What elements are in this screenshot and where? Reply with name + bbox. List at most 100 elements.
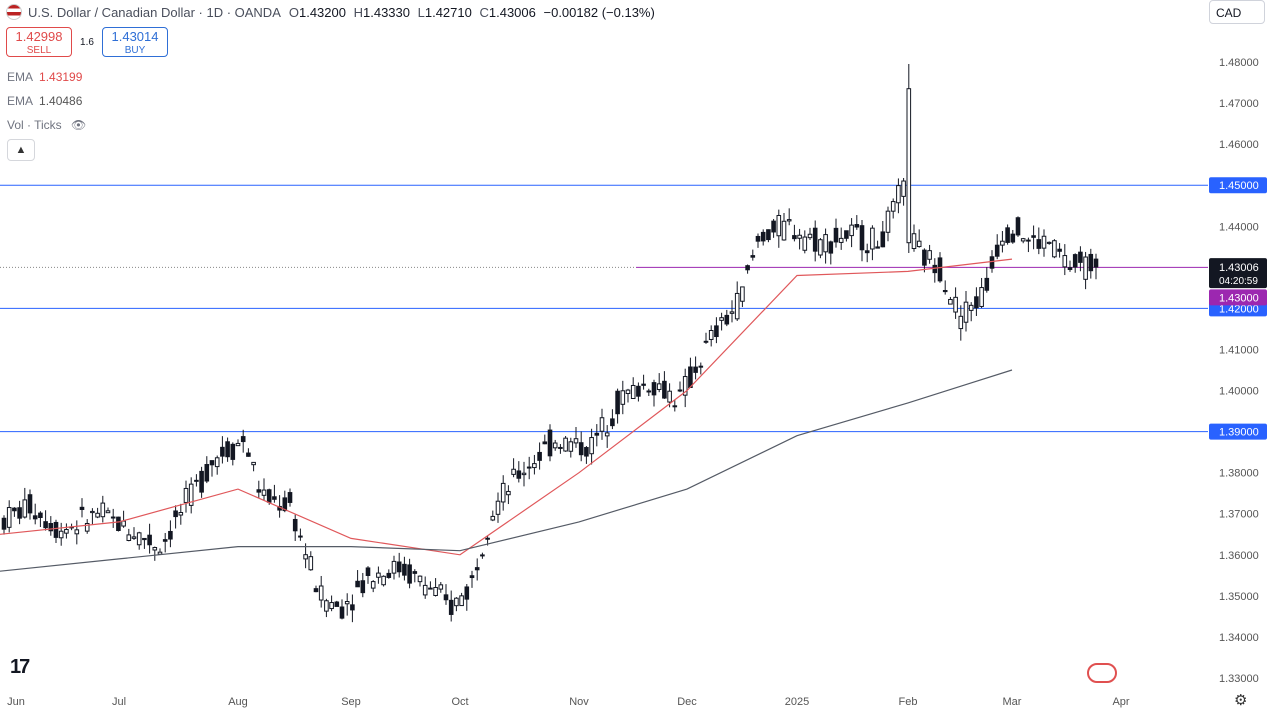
candle-body (17, 507, 22, 519)
candle-body (922, 249, 927, 266)
level-price-label: 1.45000 (1219, 180, 1259, 192)
candle-body (412, 571, 418, 574)
candle-body (885, 210, 891, 233)
candle-body (1026, 239, 1031, 242)
candle-body (360, 580, 366, 594)
candle-body (542, 441, 548, 445)
candle-body (407, 564, 412, 584)
candle-body (927, 250, 932, 260)
candle-body (454, 597, 459, 607)
candle-body (391, 560, 397, 574)
candle-body (802, 236, 808, 251)
x-tick-label: Nov (569, 696, 589, 708)
candle-body (1046, 241, 1052, 244)
candle-body (422, 584, 428, 596)
candle-body (199, 470, 204, 493)
events-flag-icon[interactable] (1087, 663, 1117, 683)
candle-body (365, 567, 371, 576)
candle-body (1010, 233, 1016, 243)
y-tick-label: 1.34000 (1219, 632, 1259, 644)
volume-legend[interactable]: Vol · Ticks 👁 (7, 118, 87, 132)
candle-body (381, 575, 386, 586)
y-tick-label: 1.36000 (1219, 550, 1259, 562)
candle-body (287, 492, 293, 503)
candle-body (1000, 240, 1005, 246)
candle-body (968, 304, 974, 311)
candle-body (464, 586, 470, 600)
candle-body (1067, 267, 1073, 270)
candle-body (329, 602, 334, 610)
ema-fast-legend[interactable]: EMA 1.43199 (7, 70, 83, 84)
candle-body (818, 239, 823, 256)
buy-button[interactable]: 1.43014 BUY (102, 27, 168, 57)
collapse-legend-button[interactable]: ▲ (7, 139, 35, 161)
candle-body (53, 521, 59, 538)
sell-button[interactable]: 1.42998 SELL (6, 27, 72, 57)
candle-body (974, 296, 979, 309)
x-tick-label: 2025 (785, 696, 809, 708)
candle-body (308, 556, 314, 571)
candle-body (656, 383, 662, 391)
eye-hidden-icon[interactable]: 👁 (71, 118, 87, 132)
candle-body (864, 250, 870, 254)
candle-body (994, 244, 1000, 257)
y-tick-label: 1.37000 (1219, 509, 1259, 521)
x-tick-label: Oct (451, 696, 468, 708)
candle-body (136, 532, 142, 546)
candle-body (719, 317, 724, 321)
candle-body (386, 572, 392, 578)
candle-body (438, 584, 444, 590)
candle-body (1078, 251, 1083, 263)
candle-body (1020, 238, 1026, 242)
candle-body (636, 385, 641, 397)
candle-body (339, 606, 345, 619)
candle-body (188, 483, 194, 506)
countdown-label: 04:20:59 (1219, 276, 1258, 287)
candle-body (474, 567, 480, 571)
candle-body (558, 446, 563, 449)
candle-body (1005, 227, 1010, 243)
candle-body (672, 405, 678, 408)
candle-body (958, 315, 964, 330)
candle-body (235, 442, 241, 447)
candle-body (942, 290, 948, 293)
candle-body (630, 384, 636, 400)
candle-body (126, 534, 132, 541)
candle-body (376, 572, 381, 578)
candle-body (402, 563, 407, 576)
candle-body (84, 522, 90, 532)
settings-gear-icon[interactable]: ⚙ (1234, 692, 1248, 709)
candle-body (693, 366, 698, 373)
currency-selector[interactable]: CAD (1209, 0, 1265, 24)
candle-body (901, 180, 906, 197)
candle-body (740, 286, 745, 302)
candle-body (183, 487, 189, 503)
y-tick-label: 1.38000 (1219, 468, 1259, 480)
candle-body (844, 230, 849, 239)
candle-body (251, 461, 256, 466)
candle-body (448, 599, 454, 615)
marked-level-tag (1209, 289, 1267, 306)
candle-body (573, 438, 579, 444)
candle-body (568, 441, 574, 452)
candle-body (194, 479, 199, 482)
candle-body (662, 380, 667, 399)
candle-body (43, 521, 48, 529)
marked-level-label: 1.43000 (1219, 292, 1259, 304)
candle-body (225, 441, 230, 458)
candle-body (95, 512, 100, 518)
candle-body (443, 594, 449, 601)
candle-body (417, 575, 423, 583)
symbol-title[interactable]: U.S. Dollar / Canadian Dollar · 1D · OAN… (28, 4, 281, 20)
candle-body (240, 436, 246, 443)
ema-slow-legend[interactable]: EMA 1.40486 (7, 94, 83, 108)
candle-body (350, 604, 355, 611)
candle-body (615, 390, 620, 415)
candle-body (344, 601, 350, 605)
candle-body (963, 301, 969, 323)
candle-body (552, 442, 558, 449)
candle-body (708, 330, 714, 340)
candle-body (480, 554, 485, 557)
y-tick-label: 1.48000 (1219, 57, 1259, 69)
